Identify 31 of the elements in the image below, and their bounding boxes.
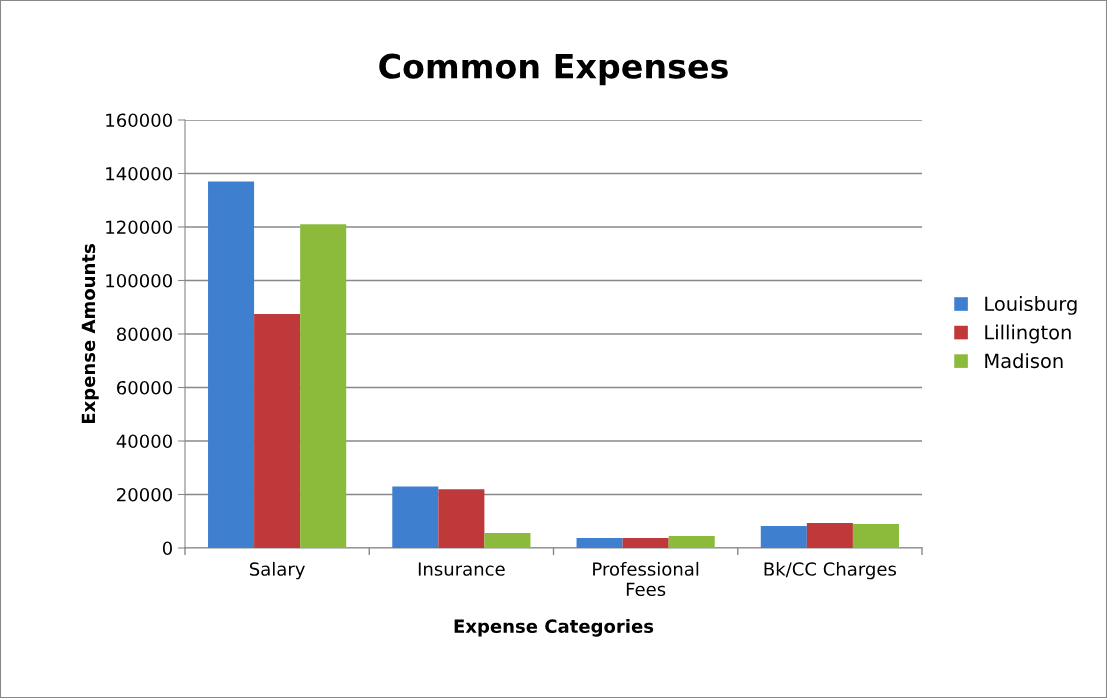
y-tick-label: 160000	[106, 113, 172, 128]
y-tick-label: 80000	[116, 327, 172, 342]
y-tick-label: 120000	[106, 220, 172, 235]
bar	[208, 181, 255, 548]
x-axis-title: Expense Categories	[454, 619, 654, 637]
y-tick-label: 140000	[106, 166, 172, 181]
bar	[622, 538, 669, 548]
legend-label: Madison	[985, 353, 1063, 369]
y-tick-label: 20000	[117, 487, 172, 502]
x-tick-label: Professional Fees	[593, 561, 699, 597]
bar	[576, 538, 623, 548]
bar	[484, 533, 531, 548]
bar	[300, 224, 347, 548]
bar	[806, 523, 853, 548]
bar	[438, 489, 485, 548]
bar	[254, 313, 301, 548]
legend-label: Lillington	[985, 324, 1071, 344]
legend-label: Louisburg	[985, 296, 1077, 315]
bar	[668, 535, 715, 548]
y-tick-label: 0	[162, 541, 172, 556]
x-tick-label: Bk/CC Charges	[764, 561, 897, 580]
bar	[760, 526, 807, 548]
y-tick-label: 40000	[116, 434, 172, 449]
y-tick-label: 60000	[117, 380, 172, 395]
y-axis-title: Expense Amounts	[81, 244, 99, 424]
bar	[852, 523, 899, 548]
bar	[392, 486, 439, 548]
y-tick-label: 100000	[106, 273, 172, 288]
chart-title: Common Expenses	[379, 53, 728, 86]
x-tick-label: Salary	[249, 561, 305, 580]
x-tick-label: Insurance	[418, 562, 505, 576]
